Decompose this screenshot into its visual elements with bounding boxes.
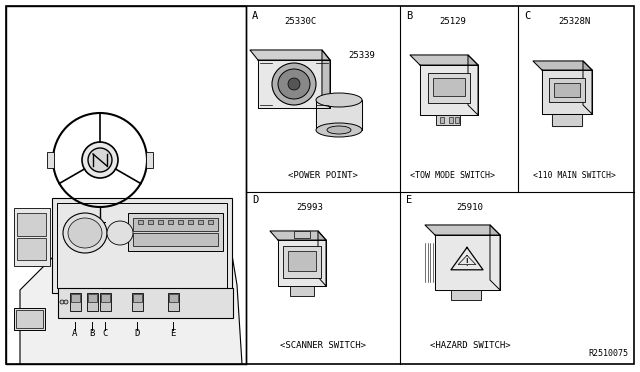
Bar [128, 213, 223, 251]
Bar [6, 6, 246, 364]
Text: A: A [72, 330, 77, 339]
Ellipse shape [327, 126, 351, 134]
Text: 25330C: 25330C [284, 17, 316, 26]
Text: <TOW MODE SWITCH>: <TOW MODE SWITCH> [410, 170, 495, 180]
Polygon shape [316, 100, 362, 130]
Ellipse shape [68, 218, 102, 248]
Bar [178, 220, 183, 224]
Text: D: D [134, 330, 140, 339]
Bar [283, 246, 321, 278]
Circle shape [60, 300, 64, 304]
Bar [17, 238, 46, 260]
Bar [168, 293, 179, 311]
Text: A: A [252, 11, 259, 21]
Bar [288, 251, 316, 271]
Circle shape [82, 142, 118, 178]
Polygon shape [322, 50, 330, 108]
Text: 25993: 25993 [296, 203, 323, 212]
Text: E: E [406, 195, 412, 205]
Polygon shape [420, 65, 478, 115]
Bar [208, 220, 213, 224]
Bar [436, 115, 460, 125]
Bar [100, 293, 111, 311]
Bar [554, 83, 580, 97]
Bar [14, 308, 45, 330]
Polygon shape [552, 114, 582, 126]
Bar [440, 117, 444, 123]
Bar [47, 152, 54, 168]
Circle shape [288, 78, 300, 90]
Bar [88, 294, 97, 302]
Text: E: E [170, 330, 176, 339]
Ellipse shape [316, 123, 362, 137]
Text: B: B [90, 330, 95, 339]
Polygon shape [318, 231, 326, 286]
Bar [294, 231, 310, 238]
Bar [133, 218, 218, 231]
Bar [198, 220, 203, 224]
Bar [158, 220, 163, 224]
Polygon shape [468, 55, 478, 115]
Text: <110 MAIN SWITCH>: <110 MAIN SWITCH> [532, 170, 616, 180]
Bar [87, 293, 98, 311]
Text: D: D [252, 195, 259, 205]
Text: !: ! [463, 258, 470, 268]
Text: <SCANNER SWITCH>: <SCANNER SWITCH> [280, 340, 366, 350]
Text: B: B [406, 11, 412, 21]
Bar [188, 220, 193, 224]
Polygon shape [490, 225, 500, 290]
Bar [290, 286, 314, 296]
Bar [449, 117, 453, 123]
Text: 25910: 25910 [456, 203, 483, 212]
Polygon shape [435, 235, 500, 290]
Bar [433, 78, 465, 96]
Bar [146, 152, 153, 168]
Bar [138, 220, 143, 224]
Bar [16, 310, 43, 328]
Polygon shape [542, 70, 592, 114]
Ellipse shape [278, 69, 310, 99]
Text: C: C [102, 330, 108, 339]
Polygon shape [278, 240, 326, 286]
Ellipse shape [63, 213, 107, 253]
Polygon shape [20, 255, 242, 364]
Text: <POWER POINT>: <POWER POINT> [288, 170, 358, 180]
Bar [169, 294, 178, 302]
Circle shape [88, 148, 112, 172]
Text: 25328N: 25328N [558, 17, 590, 26]
Bar [14, 208, 50, 266]
Bar [101, 294, 110, 302]
Polygon shape [410, 55, 478, 65]
Bar [132, 293, 143, 311]
Polygon shape [250, 50, 330, 60]
Ellipse shape [272, 63, 316, 105]
Bar [58, 288, 233, 318]
Polygon shape [583, 61, 592, 114]
Bar [451, 290, 481, 300]
Polygon shape [270, 231, 326, 240]
Bar [17, 213, 46, 236]
Bar [168, 220, 173, 224]
Polygon shape [425, 225, 500, 235]
Text: 25129: 25129 [440, 17, 467, 26]
Polygon shape [258, 60, 330, 108]
Bar [133, 294, 142, 302]
Circle shape [64, 300, 68, 304]
Bar [428, 73, 470, 103]
Text: <HAZARD SWITCH>: <HAZARD SWITCH> [429, 340, 510, 350]
Text: C: C [524, 11, 531, 21]
Bar [52, 198, 232, 293]
Text: R2510075: R2510075 [588, 349, 628, 358]
Bar [455, 117, 459, 123]
Bar [549, 78, 585, 102]
Bar [148, 220, 153, 224]
Text: 25339: 25339 [348, 51, 375, 60]
Ellipse shape [316, 93, 362, 107]
Polygon shape [533, 61, 592, 70]
Bar [57, 203, 227, 288]
Bar [133, 233, 218, 246]
Bar [71, 294, 80, 302]
Ellipse shape [107, 221, 133, 245]
Bar [70, 293, 81, 311]
